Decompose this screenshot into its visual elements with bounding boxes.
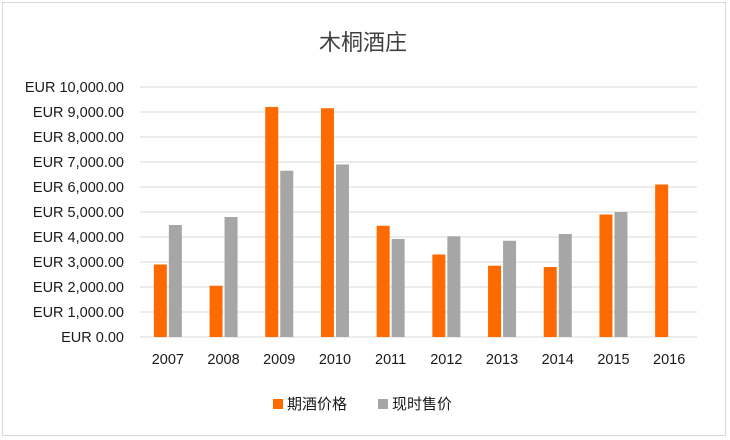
x-tick-label: 2014 — [542, 352, 574, 368]
legend-swatch — [378, 399, 388, 409]
y-tick-label: EUR 8,000.00 — [33, 130, 124, 146]
gridlines — [140, 86, 697, 338]
y-tick-label: EUR 4,000.00 — [33, 230, 124, 246]
bar-current-price-2014 — [558, 234, 572, 337]
bar-futures-price-2010 — [320, 108, 334, 337]
bar-futures-price-2013 — [488, 265, 502, 337]
x-tick-label: 2010 — [319, 352, 351, 368]
y-axis-tick-labels: EUR 0.00 EUR 1,000.00 EUR 2,000.00 EUR 3,00… — [25, 80, 124, 346]
bar-current-price-2008 — [224, 217, 238, 337]
bar-futures-price-2012 — [432, 254, 446, 337]
bar-futures-price-2009 — [265, 107, 279, 337]
y-tick-label: EUR 3,000.00 — [33, 255, 124, 271]
y-tick-label: EUR 7,000.00 — [33, 155, 124, 171]
chart-title: 木桐酒庄 — [319, 31, 407, 56]
y-tick-label: EUR 2,000.00 — [33, 280, 124, 296]
bar-current-price-2007 — [168, 225, 182, 337]
y-tick-label: EUR 1,000.00 — [33, 305, 124, 321]
legend-label: 期酒价格 — [287, 395, 347, 413]
x-tick-label: 2007 — [152, 352, 184, 368]
bar-futures-price-2015 — [599, 214, 613, 337]
bar-futures-price-2011 — [376, 225, 390, 337]
y-tick-label: EUR 5,000.00 — [33, 205, 124, 221]
x-tick-label: 2008 — [207, 352, 239, 368]
bar-current-price-2011 — [391, 239, 405, 337]
bar-current-price-2015 — [614, 212, 628, 337]
bar-futures-price-2014 — [543, 267, 557, 337]
x-tick-label: 2009 — [263, 352, 295, 368]
x-tick-label: 2011 — [375, 352, 406, 368]
legend-label: 现时售价 — [392, 395, 452, 413]
legend: 期酒价格 现时售价 — [273, 395, 452, 413]
legend-swatch — [273, 399, 283, 409]
bar-current-price-2010 — [335, 164, 349, 337]
y-tick-label: EUR 6,000.00 — [33, 180, 124, 196]
x-tick-label: 2015 — [597, 352, 629, 368]
bars — [153, 107, 669, 337]
y-tick-label: EUR 9,000.00 — [33, 105, 124, 121]
bar-current-price-2013 — [503, 240, 517, 337]
x-tick-label: 2016 — [653, 352, 685, 368]
y-tick-label: EUR 0.00 — [61, 330, 124, 346]
bar-current-price-2009 — [280, 170, 294, 337]
x-axis-tick-labels: 2007 2008 2009 2010 2011 2012 2013 2014 2015 2016 — [152, 352, 686, 368]
bar-futures-price-2016 — [655, 184, 669, 337]
x-tick-label: 2012 — [430, 352, 462, 368]
bar-current-price-2012 — [447, 236, 461, 337]
y-tick-label: EUR 10,000.00 — [25, 80, 124, 96]
bar-futures-price-2007 — [153, 264, 167, 337]
x-tick-label: 2013 — [486, 352, 518, 368]
bar-futures-price-2008 — [209, 285, 223, 337]
